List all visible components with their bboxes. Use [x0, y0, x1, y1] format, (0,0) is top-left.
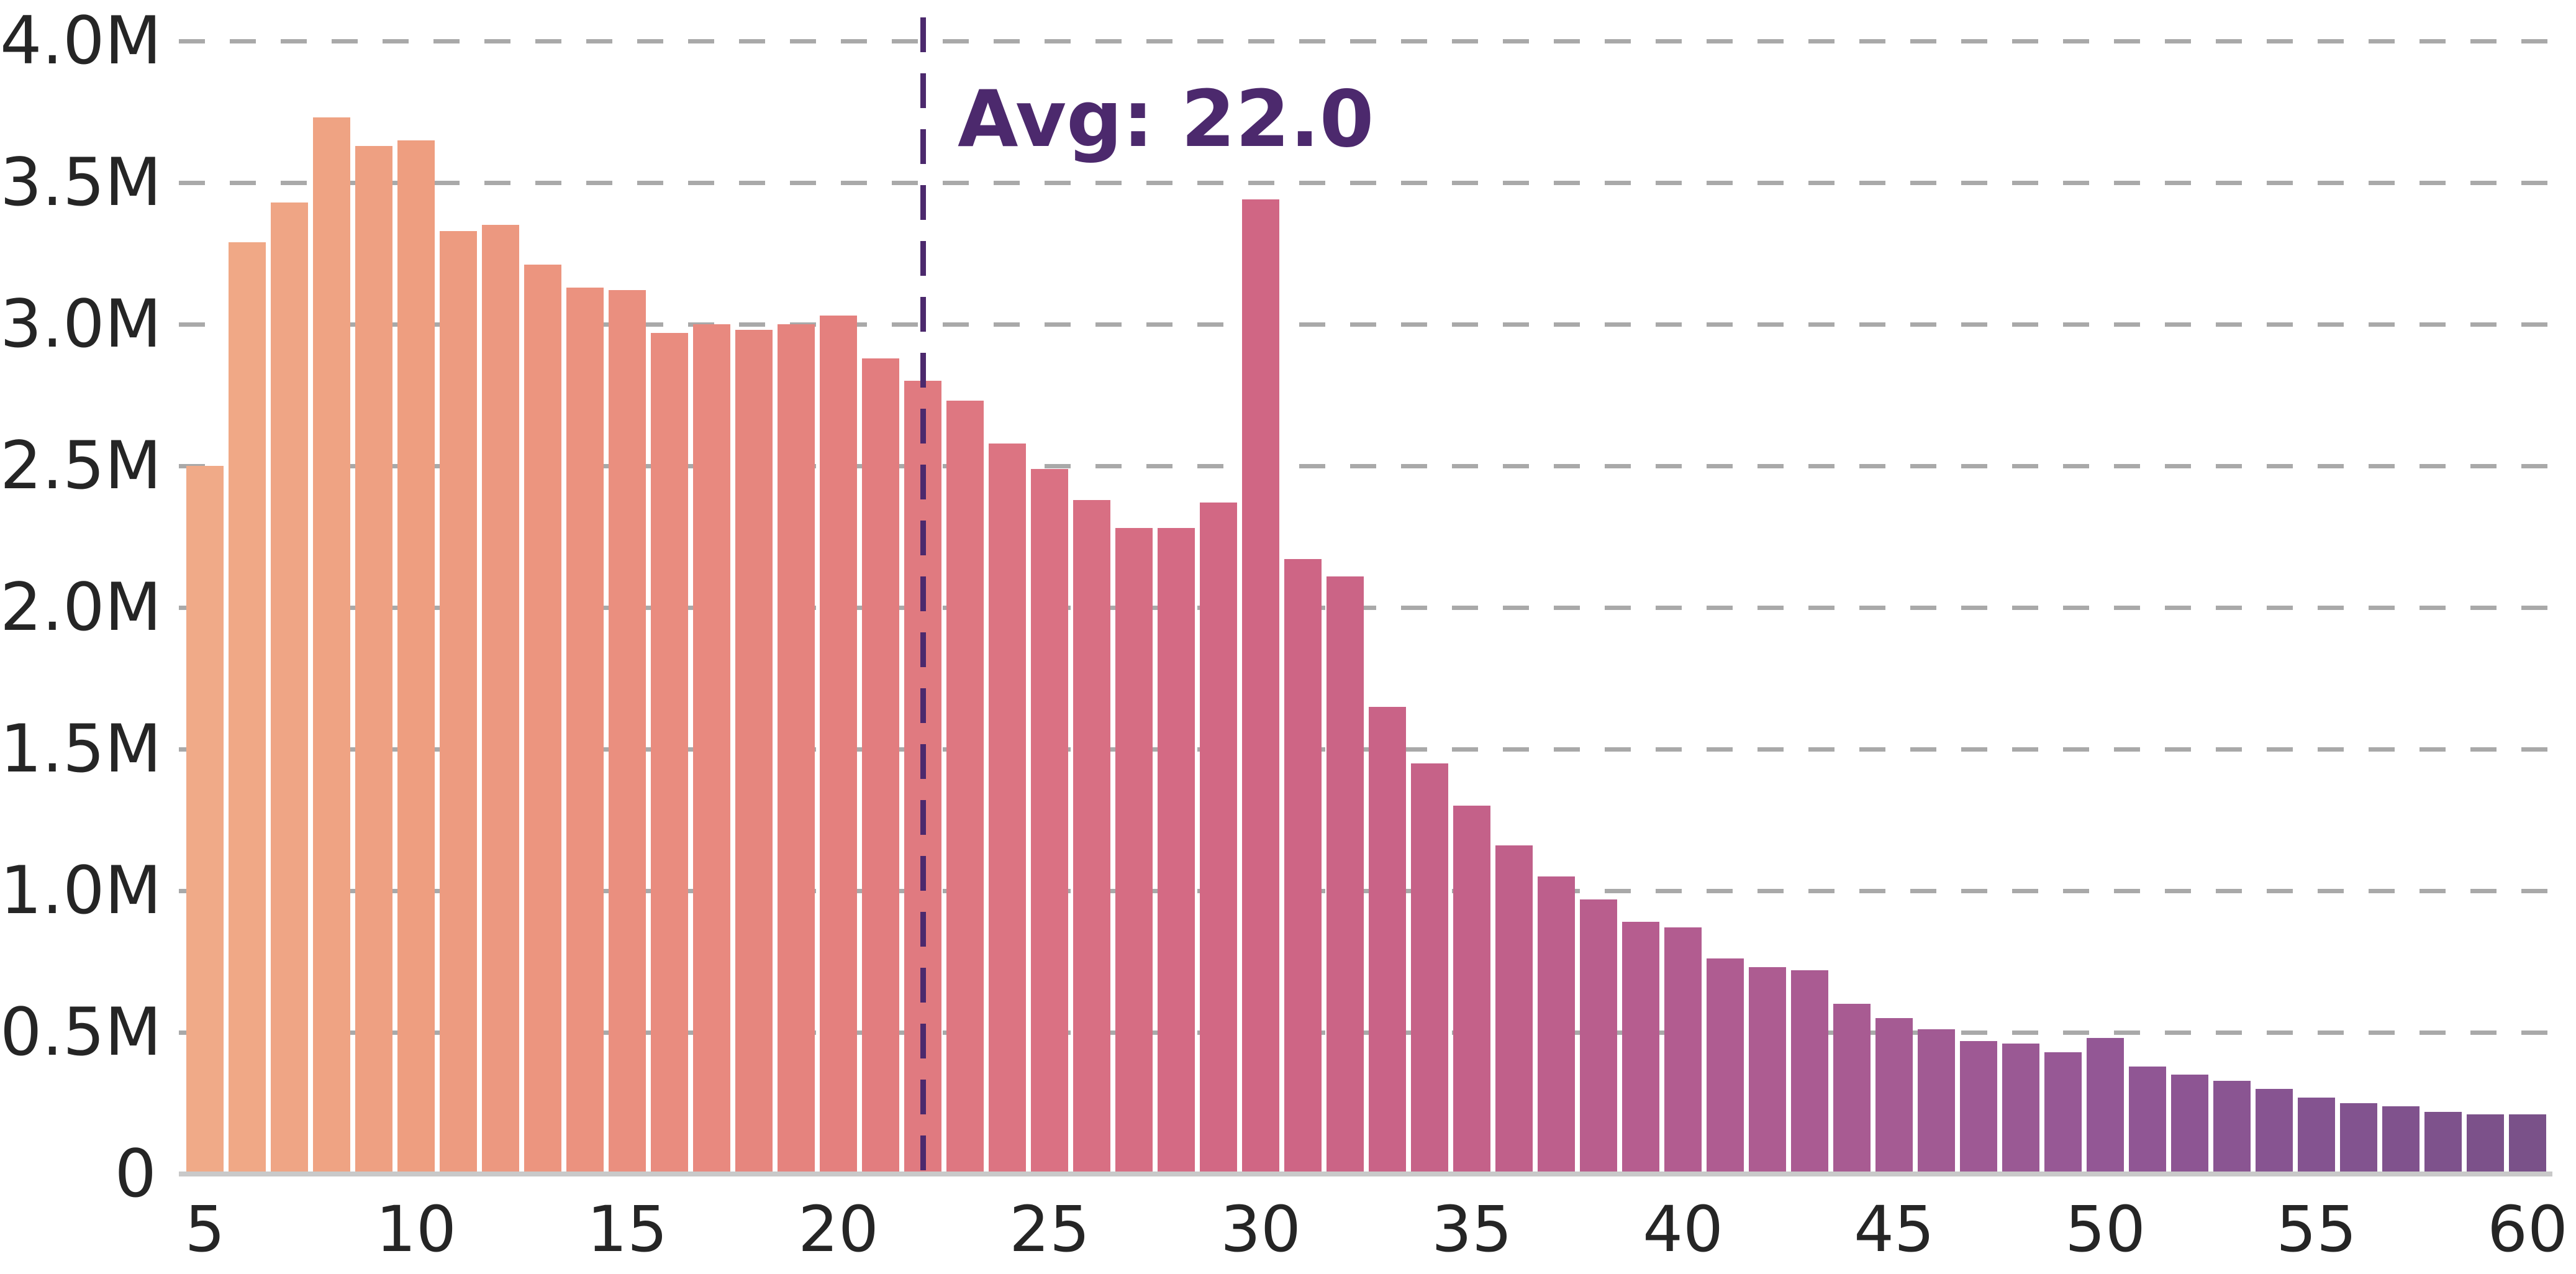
y-axis-tick-label: 2.5M — [0, 427, 162, 504]
y-axis-tick-label: 0 — [114, 1135, 156, 1212]
bar-age-58 — [2424, 1112, 2462, 1174]
gridline-1.5M — [179, 747, 2552, 752]
gridline-0.5M — [179, 1031, 2552, 1035]
x-axis-tick-label: 55 — [2276, 1193, 2357, 1267]
bar-age-59 — [2467, 1114, 2504, 1174]
x-axis-tick-label: 60 — [2487, 1193, 2568, 1267]
bar-age-7 — [271, 202, 308, 1174]
bar-age-24 — [989, 444, 1026, 1174]
bar-age-54 — [2256, 1089, 2293, 1174]
bar-age-16 — [651, 333, 688, 1174]
y-axis-tick-label: 2.0M — [0, 569, 162, 645]
gridline-4.0M — [179, 39, 2552, 43]
bar-age-30 — [1242, 199, 1279, 1174]
bar-age-6 — [229, 242, 266, 1174]
bar-age-51 — [2129, 1067, 2166, 1174]
y-axis-tick-label: 3.0M — [0, 286, 162, 362]
average-line — [920, 17, 926, 1174]
bar-age-50 — [2087, 1038, 2124, 1174]
bar-age-32 — [1327, 576, 1364, 1174]
bar-age-40 — [1664, 927, 1702, 1174]
bar-age-56 — [2340, 1103, 2377, 1174]
bar-age-43 — [1791, 970, 1828, 1174]
bar-age-5 — [186, 466, 224, 1174]
bar-age-45 — [1875, 1018, 1913, 1174]
average-label: Avg: 22.0 — [958, 73, 1374, 165]
bar-age-18 — [735, 330, 773, 1174]
bar-age-28 — [1158, 528, 1195, 1174]
bar-age-10 — [397, 140, 435, 1174]
bar-age-25 — [1031, 469, 1068, 1174]
bar-age-53 — [2213, 1081, 2251, 1174]
bar-age-36 — [1495, 845, 1533, 1174]
bar-age-48 — [2002, 1044, 2039, 1174]
gridline-2.5M — [179, 464, 2552, 468]
bar-age-8 — [313, 117, 350, 1174]
bar-age-29 — [1200, 503, 1237, 1174]
y-axis-tick-label: 1.5M — [0, 711, 162, 787]
bar-age-42 — [1749, 967, 1786, 1174]
gridline-3.0M — [179, 322, 2552, 327]
x-axis-tick-label: 40 — [1643, 1193, 1723, 1267]
gridline-1.0M — [179, 889, 2552, 893]
bar-age-55 — [2298, 1098, 2335, 1174]
bar-age-15 — [609, 290, 646, 1174]
bar-age-38 — [1580, 899, 1617, 1174]
gridline-2.0M — [179, 606, 2552, 610]
x-axis-tick-label: 25 — [1009, 1193, 1090, 1267]
bar-age-39 — [1622, 922, 1659, 1174]
x-axis-tick-label: 10 — [376, 1193, 456, 1267]
x-axis-tick-label: 50 — [2065, 1193, 2146, 1267]
x-axis-line — [179, 1172, 2552, 1176]
bar-age-17 — [693, 324, 730, 1174]
bar-age-41 — [1707, 958, 1744, 1174]
y-axis-tick-label: 4.0M — [0, 2, 162, 79]
bar-age-46 — [1918, 1029, 1955, 1174]
bar-age-27 — [1115, 528, 1153, 1174]
bar-age-60 — [2509, 1114, 2546, 1174]
y-axis-tick-label: 3.5M — [0, 144, 162, 221]
x-axis-tick-label: 20 — [798, 1193, 879, 1267]
bar-age-52 — [2171, 1075, 2208, 1174]
y-axis-tick-label: 0.5M — [0, 994, 162, 1070]
bar-age-33 — [1369, 707, 1406, 1174]
y-axis-tick-label: 1.0M — [0, 852, 162, 929]
bar-age-21 — [862, 358, 899, 1174]
x-axis-tick-label: 5 — [184, 1193, 225, 1267]
bar-age-47 — [1960, 1041, 1997, 1174]
bar-age-34 — [1411, 763, 1448, 1174]
bar-age-23 — [946, 401, 984, 1174]
bar-age-49 — [2044, 1052, 2082, 1174]
x-axis-tick-label: 45 — [1854, 1193, 1934, 1267]
x-axis-tick-label: 35 — [1431, 1193, 1512, 1267]
bar-age-12 — [482, 225, 519, 1174]
x-axis-tick-label: 15 — [587, 1193, 668, 1267]
bar-age-57 — [2382, 1106, 2420, 1174]
bar-age-31 — [1284, 559, 1322, 1174]
gridline-3.5M — [179, 181, 2552, 185]
x-axis-tick-label: 30 — [1220, 1193, 1301, 1267]
bar-age-11 — [440, 231, 477, 1174]
bar-age-44 — [1833, 1004, 1871, 1174]
bar-age-14 — [566, 288, 604, 1174]
bar-age-13 — [524, 265, 561, 1174]
bar-age-20 — [820, 316, 857, 1174]
bar-age-35 — [1453, 806, 1490, 1174]
bar-age-26 — [1073, 500, 1110, 1174]
bar-age-19 — [778, 324, 815, 1174]
bar-age-37 — [1538, 876, 1575, 1174]
bar-age-9 — [355, 146, 392, 1174]
